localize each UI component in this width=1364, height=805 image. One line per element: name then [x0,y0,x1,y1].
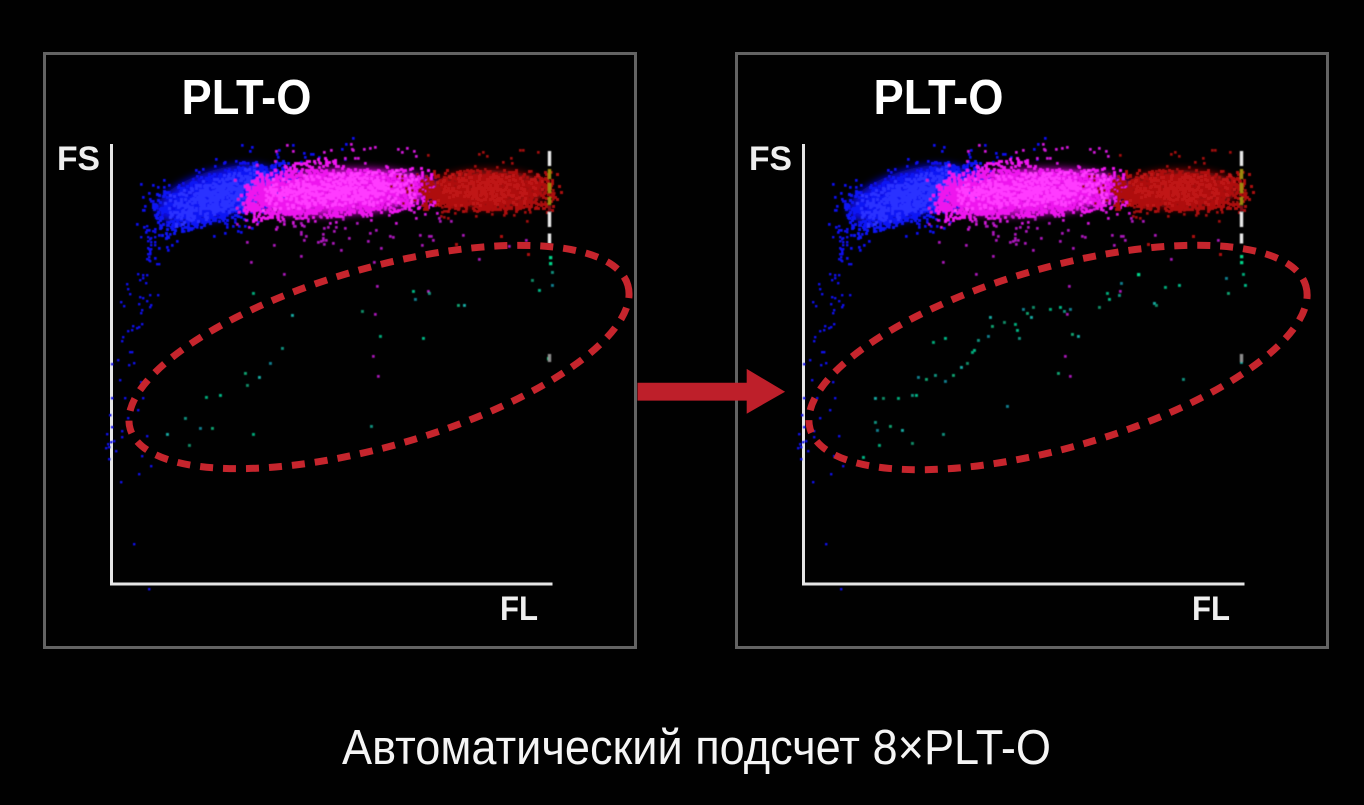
svg-text:PLT-O: PLT-O [182,71,312,125]
svg-text:Автоматический подсчет 8×PLT-O: Автоматический подсчет 8×PLT-O [342,721,1051,775]
svg-text:FS: FS [57,140,100,178]
svg-text:PLT-O: PLT-O [874,71,1004,125]
svg-text:FS: FS [749,140,792,178]
svg-text:FL: FL [500,590,538,628]
svg-text:FL: FL [1192,590,1230,628]
